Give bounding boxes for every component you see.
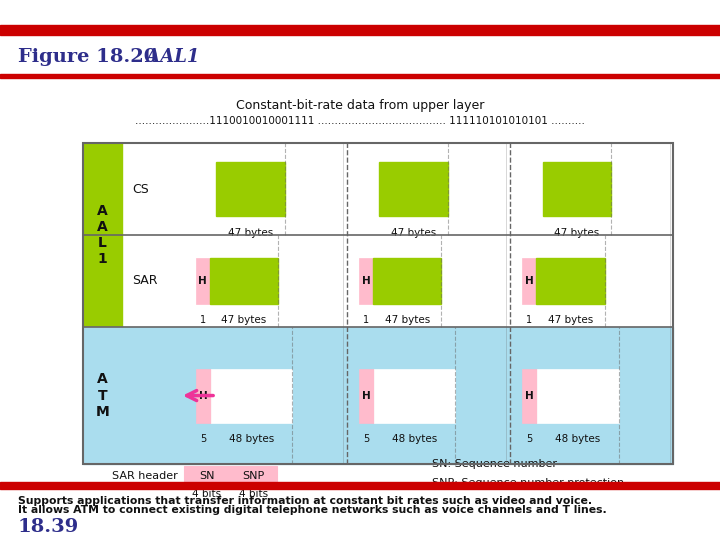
Text: 48 bytes: 48 bytes <box>555 434 600 444</box>
Bar <box>83 143 673 464</box>
Text: SAR: SAR <box>132 274 157 287</box>
Text: 1: 1 <box>199 314 206 325</box>
Text: 5: 5 <box>200 434 207 444</box>
Text: ......................1110010010001111 ...................................... 11: ......................1110010010001111 .… <box>135 117 585 126</box>
Text: CS: CS <box>132 183 148 195</box>
Text: H: H <box>362 390 371 401</box>
Bar <box>379 162 448 216</box>
Bar <box>184 466 230 487</box>
Bar <box>122 327 673 464</box>
Text: H: H <box>199 390 207 401</box>
Text: 47 bytes: 47 bytes <box>221 314 266 325</box>
Text: Constant-bit-rate data from upper layer: Constant-bit-rate data from upper layer <box>236 99 484 112</box>
Bar <box>522 368 537 422</box>
Bar <box>0 482 720 489</box>
Bar <box>536 258 605 303</box>
Text: H: H <box>525 276 534 286</box>
Text: 47 bytes: 47 bytes <box>548 314 593 325</box>
Text: A
T
M: A T M <box>96 373 109 418</box>
Text: 48 bytes: 48 bytes <box>392 434 437 444</box>
Text: SAR header: SAR header <box>112 471 178 481</box>
Text: 5: 5 <box>364 434 369 444</box>
Bar <box>0 25 720 35</box>
Text: 1: 1 <box>363 314 369 325</box>
Bar <box>122 235 673 327</box>
Bar <box>216 162 285 216</box>
Text: Supports applications that transfer information at constant bit rates such as vi: Supports applications that transfer info… <box>18 496 592 505</box>
Text: 5: 5 <box>526 434 533 444</box>
Bar <box>537 368 618 422</box>
Text: 47 bytes: 47 bytes <box>228 228 273 238</box>
Bar <box>230 466 277 487</box>
Text: 18.39: 18.39 <box>18 517 79 536</box>
Bar <box>196 258 210 303</box>
Bar <box>374 368 455 422</box>
Bar <box>210 368 292 422</box>
Bar <box>359 368 374 422</box>
Text: 47 bytes: 47 bytes <box>384 314 430 325</box>
Bar <box>122 143 673 235</box>
Bar <box>83 143 122 327</box>
Text: SNP: SNP <box>243 471 265 481</box>
Text: H: H <box>199 276 207 286</box>
Text: SN: SN <box>199 471 215 481</box>
Bar <box>0 74 720 78</box>
Text: 1: 1 <box>526 314 532 325</box>
Text: AAL1: AAL1 <box>140 48 199 66</box>
Bar <box>196 368 210 422</box>
Text: A
A
L
1: A A L 1 <box>97 204 108 266</box>
Bar <box>210 258 278 303</box>
Bar <box>359 258 373 303</box>
Bar <box>373 258 441 303</box>
Text: 4 bits: 4 bits <box>239 489 269 500</box>
Text: 48 bytes: 48 bytes <box>229 434 274 444</box>
Bar <box>83 327 122 464</box>
Text: SN: Sequence number: SN: Sequence number <box>432 460 557 469</box>
Text: It allows ATM to connect existing digital telephone networks such as voice chann: It allows ATM to connect existing digita… <box>18 505 607 515</box>
Text: H: H <box>361 276 370 286</box>
Bar <box>522 258 536 303</box>
Text: SNP: Sequence number protection: SNP: Sequence number protection <box>432 478 624 488</box>
Text: Figure 18.20: Figure 18.20 <box>18 48 157 66</box>
Text: H: H <box>525 390 534 401</box>
Text: 47 bytes: 47 bytes <box>391 228 436 238</box>
Text: 47 bytes: 47 bytes <box>554 228 600 238</box>
Bar <box>543 162 611 216</box>
Text: 4 bits: 4 bits <box>192 489 222 500</box>
